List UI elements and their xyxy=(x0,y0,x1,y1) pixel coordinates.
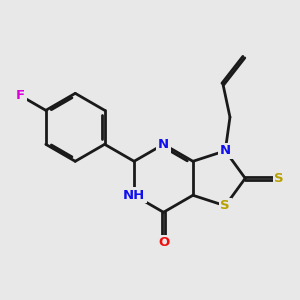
Text: O: O xyxy=(158,236,169,249)
Text: F: F xyxy=(16,89,26,102)
Text: N: N xyxy=(158,138,169,151)
Text: N: N xyxy=(220,144,231,157)
Text: NH: NH xyxy=(123,189,145,202)
Text: S: S xyxy=(220,199,230,212)
Text: S: S xyxy=(274,172,284,185)
